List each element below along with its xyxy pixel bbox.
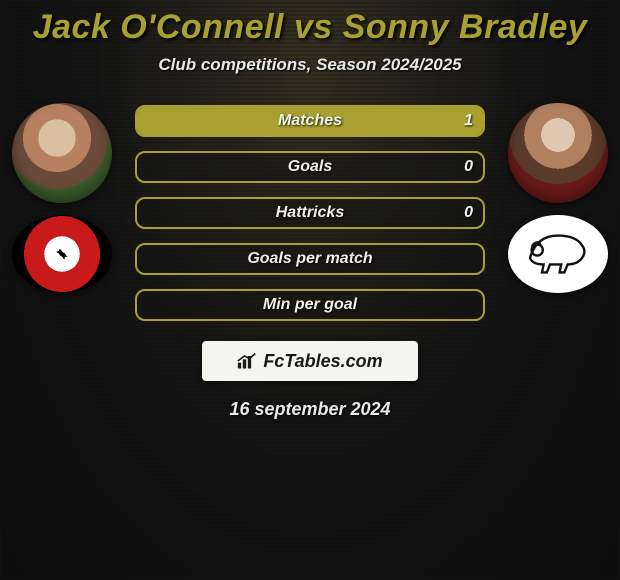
ram-icon (518, 224, 598, 284)
club-left-crest (12, 215, 112, 293)
stat-label: Goals per match (247, 250, 372, 268)
stat-value-right: 1 (464, 112, 473, 130)
stat-bar: Goals per match (135, 243, 485, 275)
stat-bar: Matches 1 (135, 105, 485, 137)
page-title: Jack O'Connell vs Sonny Bradley (0, 0, 620, 47)
stat-label: Hattricks (276, 204, 344, 222)
stat-value-right: 0 (464, 204, 473, 222)
club-right-crest (508, 215, 608, 293)
stat-value-right: 0 (464, 158, 473, 176)
brand-text: FcTables.com (263, 351, 382, 372)
stat-bar: Goals 0 (135, 151, 485, 183)
stat-bar: Hattricks 0 (135, 197, 485, 229)
player-right-avatar (508, 103, 608, 203)
stat-label: Min per goal (263, 296, 357, 314)
stat-bar: Min per goal (135, 289, 485, 321)
stat-label: Matches (278, 112, 342, 130)
bar-chart-icon (237, 352, 257, 370)
stat-label: Goals (288, 158, 332, 176)
brand-badge[interactable]: FcTables.com (202, 341, 418, 381)
subtitle: Club competitions, Season 2024/2025 (0, 55, 620, 75)
stat-bars: Matches 1 Goals 0 Hattricks 0 Goals per match M… (135, 105, 485, 321)
player-left-column (7, 103, 117, 293)
player-right-column (503, 103, 613, 293)
date-text: 16 september 2024 (0, 399, 620, 420)
player-left-avatar (12, 103, 112, 203)
